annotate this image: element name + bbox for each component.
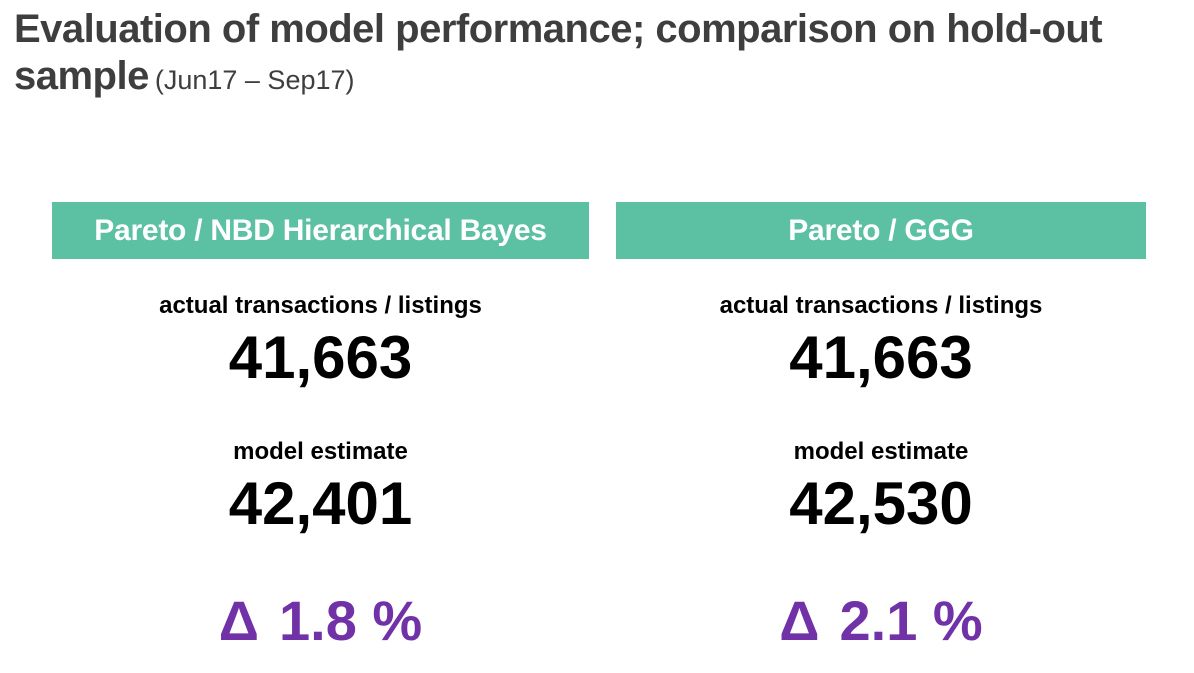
column-pareto-ggg: Pareto / GGG actual transactions / listi… bbox=[616, 202, 1146, 650]
delta-value: 1.8 % bbox=[279, 589, 423, 652]
model-estimate-value: 42,401 bbox=[228, 470, 413, 537]
actual-transactions-label: actual transactions / listings bbox=[159, 292, 482, 319]
comparison-columns: Pareto / NBD Hierarchical Bayes actual t… bbox=[52, 202, 1146, 650]
delta-percentage: Δ 2.1 % bbox=[616, 591, 1146, 650]
column-header-pareto-nbd-hb: Pareto / NBD Hierarchical Bayes bbox=[52, 202, 589, 259]
slide-title-period: (Jun17 – Sep17) bbox=[154, 64, 355, 95]
slide-title-text: Evaluation of model performance; compari… bbox=[14, 7, 1103, 98]
actual-transactions-value: 41,663 bbox=[228, 324, 413, 391]
delta-value: 2.1 % bbox=[839, 589, 983, 652]
actual-transactions-label: actual transactions / listings bbox=[719, 292, 1043, 319]
column-pareto-nbd-hb: Pareto / NBD Hierarchical Bayes actual t… bbox=[52, 202, 589, 650]
actual-transactions-value: 41,663 bbox=[789, 324, 973, 391]
model-estimate-value: 42,530 bbox=[789, 470, 973, 537]
slide-title: Evaluation of model performance; compari… bbox=[14, 6, 1144, 100]
column-header-pareto-ggg: Pareto / GGG bbox=[616, 202, 1146, 259]
model-estimate-label: model estimate bbox=[793, 438, 969, 465]
delta-icon: Δ bbox=[218, 589, 260, 652]
delta-icon: Δ bbox=[779, 589, 820, 652]
model-estimate-label: model estimate bbox=[233, 438, 408, 465]
delta-percentage: Δ 1.8 % bbox=[52, 591, 589, 650]
